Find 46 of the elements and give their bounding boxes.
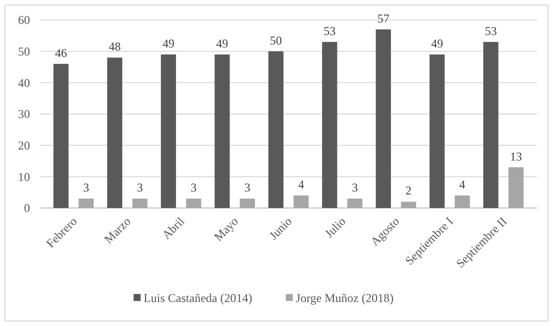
bar [268, 51, 284, 208]
bar [322, 42, 338, 208]
bar [347, 198, 362, 208]
data-label: 49 [162, 36, 174, 50]
data-label: 4 [459, 177, 466, 192]
bar [186, 198, 202, 208]
data-label: 53 [324, 24, 336, 38]
data-label: 49 [431, 36, 444, 50]
data-label: 50 [270, 33, 282, 48]
bar [160, 54, 176, 208]
bar [132, 198, 148, 208]
bar [294, 195, 309, 208]
bar [376, 29, 391, 208]
y-tick-label: 10 [18, 170, 30, 184]
y-tick-label: 30 [18, 107, 30, 122]
bar [214, 54, 230, 208]
y-tick-label: 20 [18, 138, 30, 153]
bar [78, 198, 94, 208]
bar [107, 58, 122, 208]
data-label: 13 [510, 149, 522, 164]
data-label: 49 [216, 36, 228, 50]
bar [454, 195, 470, 208]
bar [53, 64, 69, 208]
bar [508, 167, 524, 208]
data-label: 3 [352, 180, 358, 195]
y-tick-label: 50 [18, 44, 30, 59]
x-tick-label: Julio [322, 214, 348, 241]
legend-label: Luis Castañeda (2014) [144, 291, 252, 306]
data-label: 4 [298, 177, 304, 192]
data-label: 3 [244, 180, 250, 195]
data-label: 57 [377, 11, 390, 26]
data-label: 3 [190, 180, 197, 195]
bar [240, 198, 255, 208]
y-tick-label: 40 [18, 76, 30, 90]
data-label: 3 [83, 180, 90, 195]
bar [483, 42, 498, 208]
data-label: 48 [108, 40, 121, 54]
data-label: 46 [54, 46, 67, 60]
y-tick-label: 0 [24, 201, 30, 216]
legend-label: Jorge Muñoz (2018) [296, 291, 394, 306]
data-label: 3 [136, 180, 143, 195]
y-tick-label: 60 [18, 13, 30, 28]
bar [400, 202, 416, 208]
data-label: 2 [406, 184, 412, 198]
data-label: 53 [484, 24, 497, 38]
bar [430, 54, 445, 208]
